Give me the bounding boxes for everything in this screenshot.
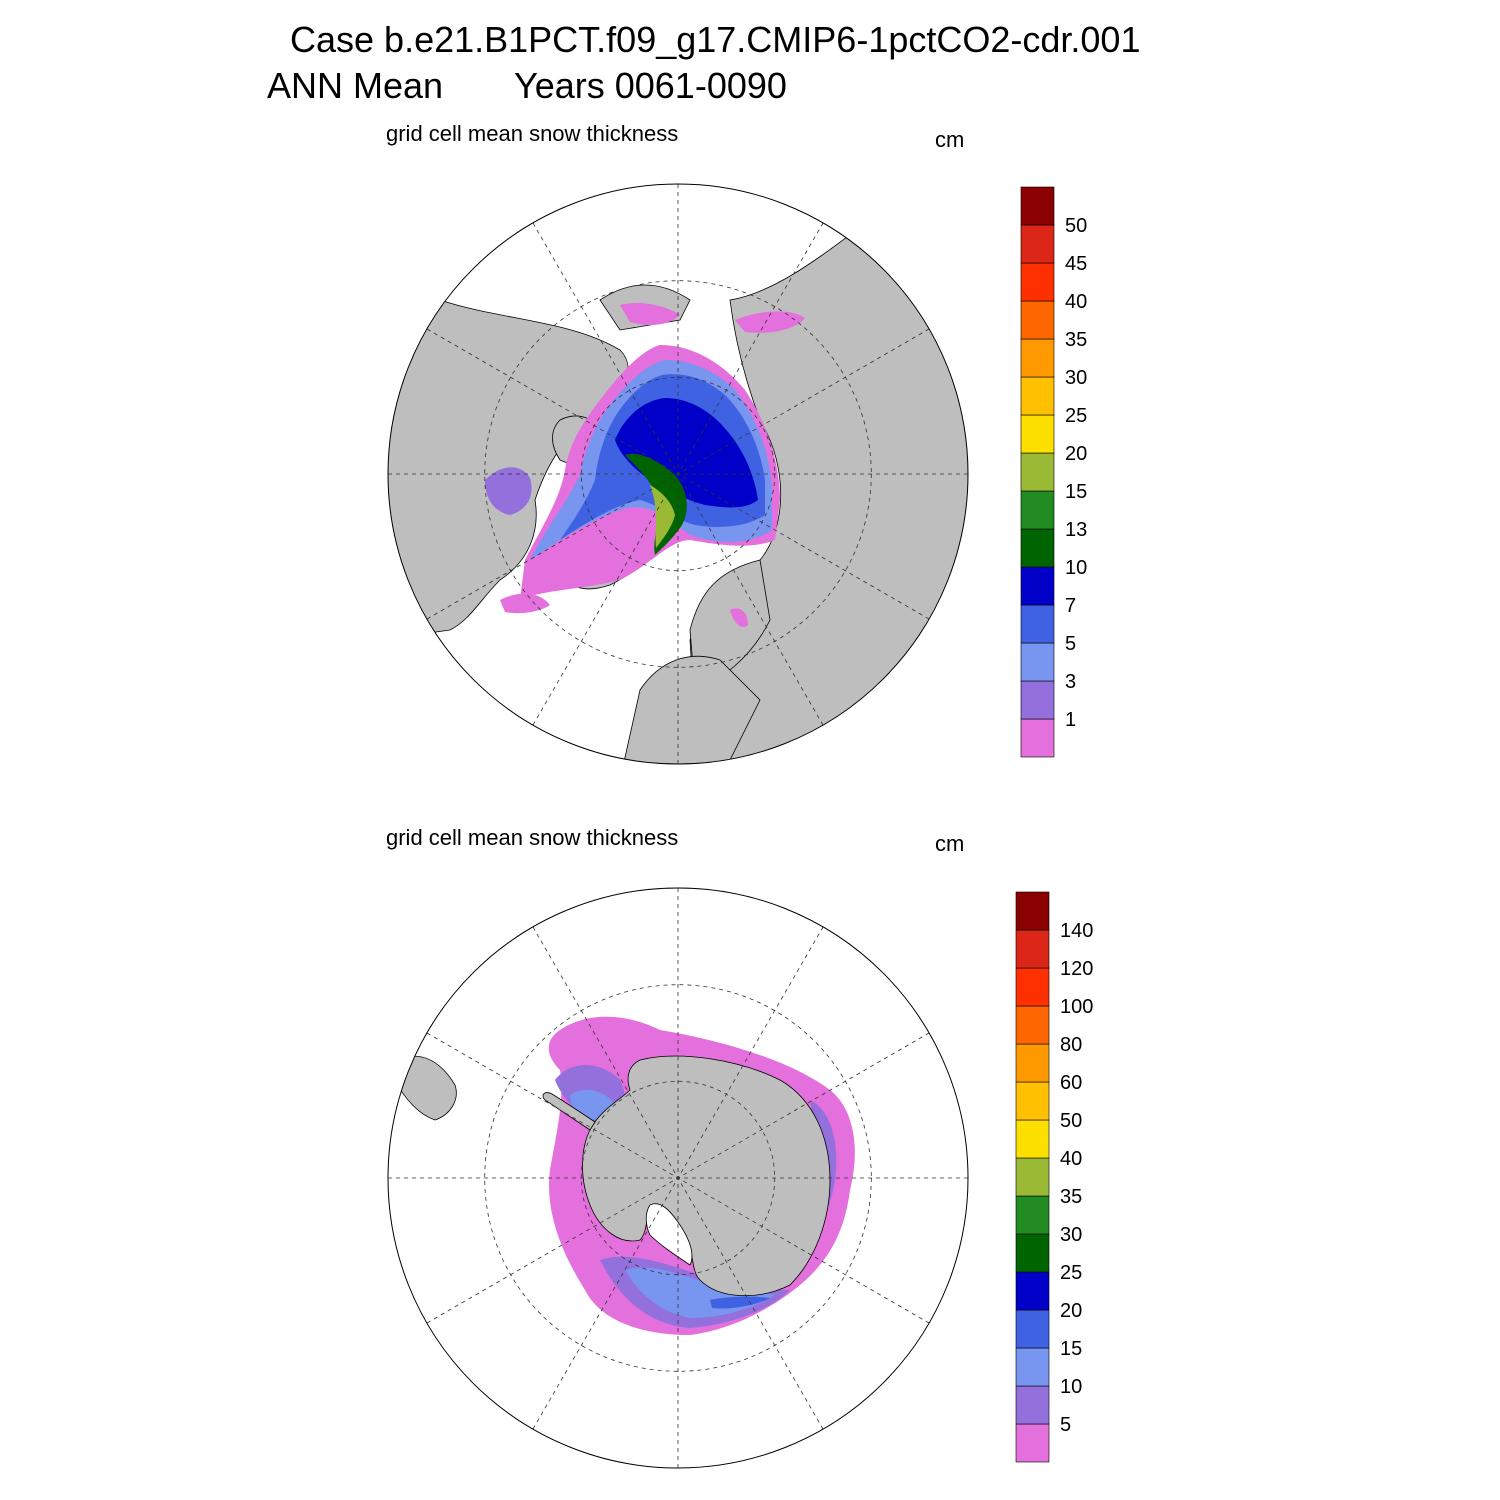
north-colorbar-label-1: 3	[1065, 671, 1076, 693]
north-colorbar-box-4	[1020, 566, 1055, 606]
south-colorbar-label-12: 120	[1060, 958, 1093, 980]
south-colorbar-label-1: 10	[1060, 1376, 1082, 1398]
north-colorbar-label-13: 50	[1065, 215, 1087, 237]
south-colorbar-box-12	[1015, 967, 1050, 1007]
north-snow-band-20	[650, 485, 675, 548]
north-colorbar-label-12: 45	[1065, 253, 1087, 275]
south-colorbar-box-6	[1015, 1195, 1050, 1235]
south-colorbar-box-14	[1015, 891, 1050, 931]
north-polar-map	[387, 183, 969, 765]
south-colorbar-label-13: 140	[1060, 920, 1093, 942]
south-colorbar-label-9: 60	[1060, 1072, 1082, 1094]
south-colorbar-label-4: 25	[1060, 1262, 1082, 1284]
south-colorbar-label-6: 35	[1060, 1186, 1082, 1208]
north-colorbar-box-14	[1020, 186, 1055, 226]
north-colorbar-label-9: 30	[1065, 367, 1087, 389]
north-colorbar-label-6: 15	[1065, 481, 1087, 503]
south-colorbar-box-4	[1015, 1271, 1050, 1311]
north-snow-band-13	[625, 453, 687, 555]
figure-title-years: Years 0061-0090	[514, 65, 787, 106]
south-colorbar-box-2	[1015, 1347, 1050, 1387]
north-colorbar-box-3	[1020, 604, 1055, 644]
south-ross-ice-shelf	[645, 1203, 693, 1266]
north-colorbar-box-8	[1020, 414, 1055, 454]
north-labrador-snow	[500, 593, 550, 614]
figure-title-season: ANN Mean	[267, 65, 444, 106]
south-colorbar-label-11: 100	[1060, 996, 1093, 1018]
south-south-america-land	[394, 1055, 457, 1121]
south-antarctic-peninsula	[542, 1092, 596, 1131]
north-colorbar-label-0: 1	[1065, 709, 1076, 731]
north-baltic-snow	[730, 608, 748, 627]
north-graticule	[388, 184, 968, 764]
south-colorbar-box-7	[1015, 1157, 1050, 1197]
north-colorbar-label-8: 25	[1065, 405, 1087, 427]
north-panel-title: grid cell mean snow thickness	[386, 121, 679, 146]
south-colorbar-box-0	[1015, 1423, 1050, 1463]
north-colorbar-label-3: 7	[1065, 595, 1076, 617]
north-colorbar-box-11	[1020, 300, 1055, 340]
north-colorbar-box-0	[1020, 718, 1055, 758]
south-ross-band-20	[710, 1296, 770, 1309]
north-colorbar-label-5: 13	[1065, 519, 1087, 541]
north-hudson-bay-snow	[485, 467, 532, 515]
south-colorbar-label-2: 15	[1060, 1338, 1082, 1360]
figure-title-line1: Case b.e21.B1PCT.f09_g17.CMIP6-1pctCO2-c…	[290, 19, 1141, 60]
south-colorbar-label-7: 40	[1060, 1148, 1082, 1170]
north-colorbar-box-5	[1020, 528, 1055, 568]
north-europe-land	[619, 655, 761, 764]
north-colorbar-label-10: 35	[1065, 329, 1087, 351]
south-colorbar: 5 10 15 20 25 30 35 40 50 60 80 100 120 140	[1015, 891, 1093, 1463]
south-colorbar-label-10: 80	[1060, 1034, 1082, 1056]
south-panel-title: grid cell mean snow thickness	[386, 825, 679, 850]
north-colorbar-box-7	[1020, 452, 1055, 492]
south-colorbar-label-0: 5	[1060, 1414, 1071, 1436]
north-colorbar-box-10	[1020, 338, 1055, 378]
north-colorbar-box-2	[1020, 642, 1055, 682]
south-colorbar-box-1	[1015, 1385, 1050, 1425]
south-colorbar-label-5: 30	[1060, 1224, 1082, 1246]
south-colorbar-box-10	[1015, 1043, 1050, 1083]
south-colorbar-box-13	[1015, 929, 1050, 969]
south-polar-map	[387, 887, 969, 1469]
north-units-label: cm	[935, 127, 965, 152]
south-colorbar-box-3	[1015, 1309, 1050, 1349]
north-colorbar-box-12	[1020, 262, 1055, 302]
north-colorbar-label-2: 5	[1065, 633, 1076, 655]
north-colorbar-box-6	[1020, 490, 1055, 530]
south-colorbar-box-11	[1015, 1005, 1050, 1045]
south-colorbar-label-3: 20	[1060, 1300, 1082, 1322]
north-colorbar-label-11: 40	[1065, 291, 1087, 313]
north-okhotsk-snow	[735, 311, 805, 333]
north-colorbar-box-13	[1020, 224, 1055, 264]
south-colorbar-box-9	[1015, 1081, 1050, 1121]
north-colorbar-label-4: 10	[1065, 557, 1087, 579]
south-colorbar-box-8	[1015, 1119, 1050, 1159]
south-colorbar-box-5	[1015, 1233, 1050, 1273]
north-colorbar-box-1	[1020, 680, 1055, 720]
south-colorbar-label-8: 50	[1060, 1110, 1082, 1132]
south-graticule	[388, 888, 968, 1468]
north-bering-snow	[620, 303, 680, 326]
north-colorbar-label-7: 20	[1065, 443, 1087, 465]
north-colorbar-box-9	[1020, 376, 1055, 416]
south-units-label: cm	[935, 831, 965, 856]
